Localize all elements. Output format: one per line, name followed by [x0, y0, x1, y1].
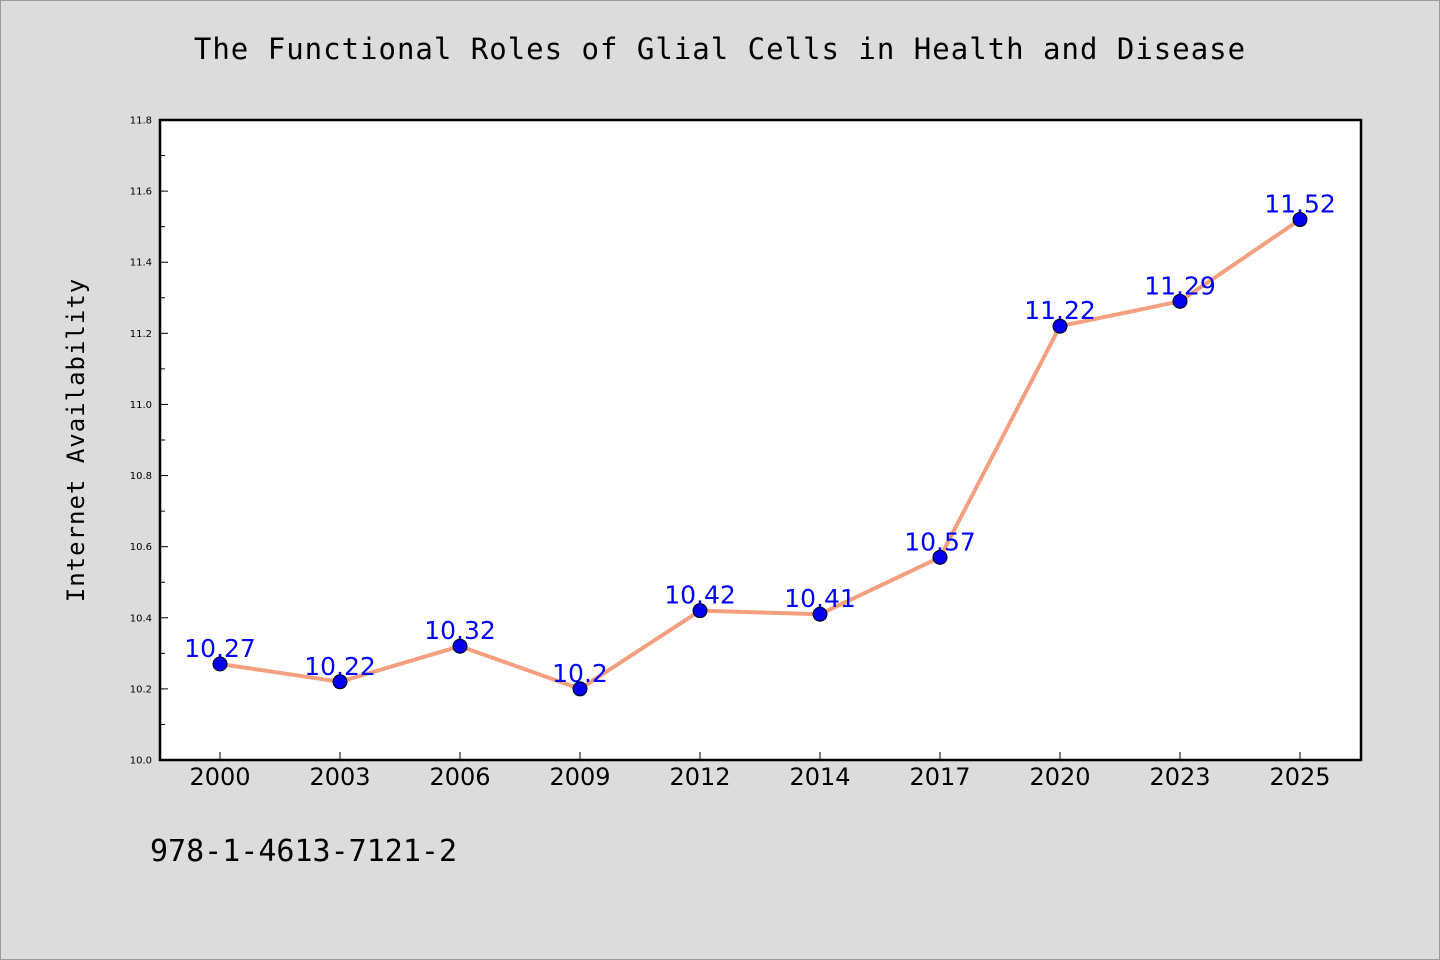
data-point	[1052, 318, 1068, 334]
x-tick-label: 2023	[1149, 763, 1210, 791]
data-label: 10.41	[784, 584, 856, 613]
series-line	[218, 217, 1302, 691]
y-axis-label: Internet Availability	[62, 278, 90, 602]
y-tick-label: 10.4	[130, 613, 152, 624]
y-tick-label: 10.8	[130, 471, 152, 482]
data-label: 10.27	[184, 634, 256, 663]
chart-title: The Functional Roles of Glial Cells in H…	[193, 32, 1247, 66]
data-label: 10.22	[304, 652, 376, 681]
data-label: 11.52	[1264, 190, 1336, 219]
x-tick-label: 2020	[1029, 763, 1090, 791]
data-point	[692, 603, 708, 619]
y-tick-label: 11.6	[130, 187, 152, 198]
data-point	[1292, 212, 1308, 228]
data-label: 10.2	[552, 659, 608, 688]
y-tick-label: 10.0	[130, 756, 152, 767]
data-label: 10.42	[664, 581, 736, 610]
data-point	[932, 549, 948, 565]
data-label: 11.29	[1144, 271, 1216, 300]
data-label: 11.22	[1024, 296, 1096, 325]
x-tick-label: 2009	[549, 763, 610, 791]
y-tick-label: 11.0	[130, 400, 152, 411]
x-tick-label: 2012	[669, 763, 730, 791]
data-label: 10.57	[904, 527, 976, 556]
y-tick-label: 11.8	[130, 116, 152, 127]
data-label: 10.32	[424, 616, 496, 645]
data-point	[212, 656, 228, 672]
data-point	[452, 638, 468, 654]
data-point	[332, 674, 348, 690]
x-tick-label: 2006	[429, 763, 490, 791]
data-point	[1172, 293, 1188, 309]
y-tick-label: 10.6	[130, 542, 152, 553]
plot-area	[158, 118, 1363, 762]
x-tick-label: 2014	[789, 763, 850, 791]
data-point	[812, 606, 828, 622]
isbn-note: 978-1-4613-7121-2	[150, 834, 458, 869]
x-tick-label: 2003	[309, 763, 370, 791]
y-tick-label: 11.2	[130, 329, 152, 340]
x-tick-label: 2017	[909, 763, 970, 791]
x-tick-label: 2000	[189, 763, 250, 791]
y-tick-label: 11.4	[130, 258, 152, 269]
x-tick-label: 2025	[1269, 763, 1330, 791]
data-point	[572, 681, 588, 697]
y-tick-label: 10.2	[130, 684, 152, 695]
